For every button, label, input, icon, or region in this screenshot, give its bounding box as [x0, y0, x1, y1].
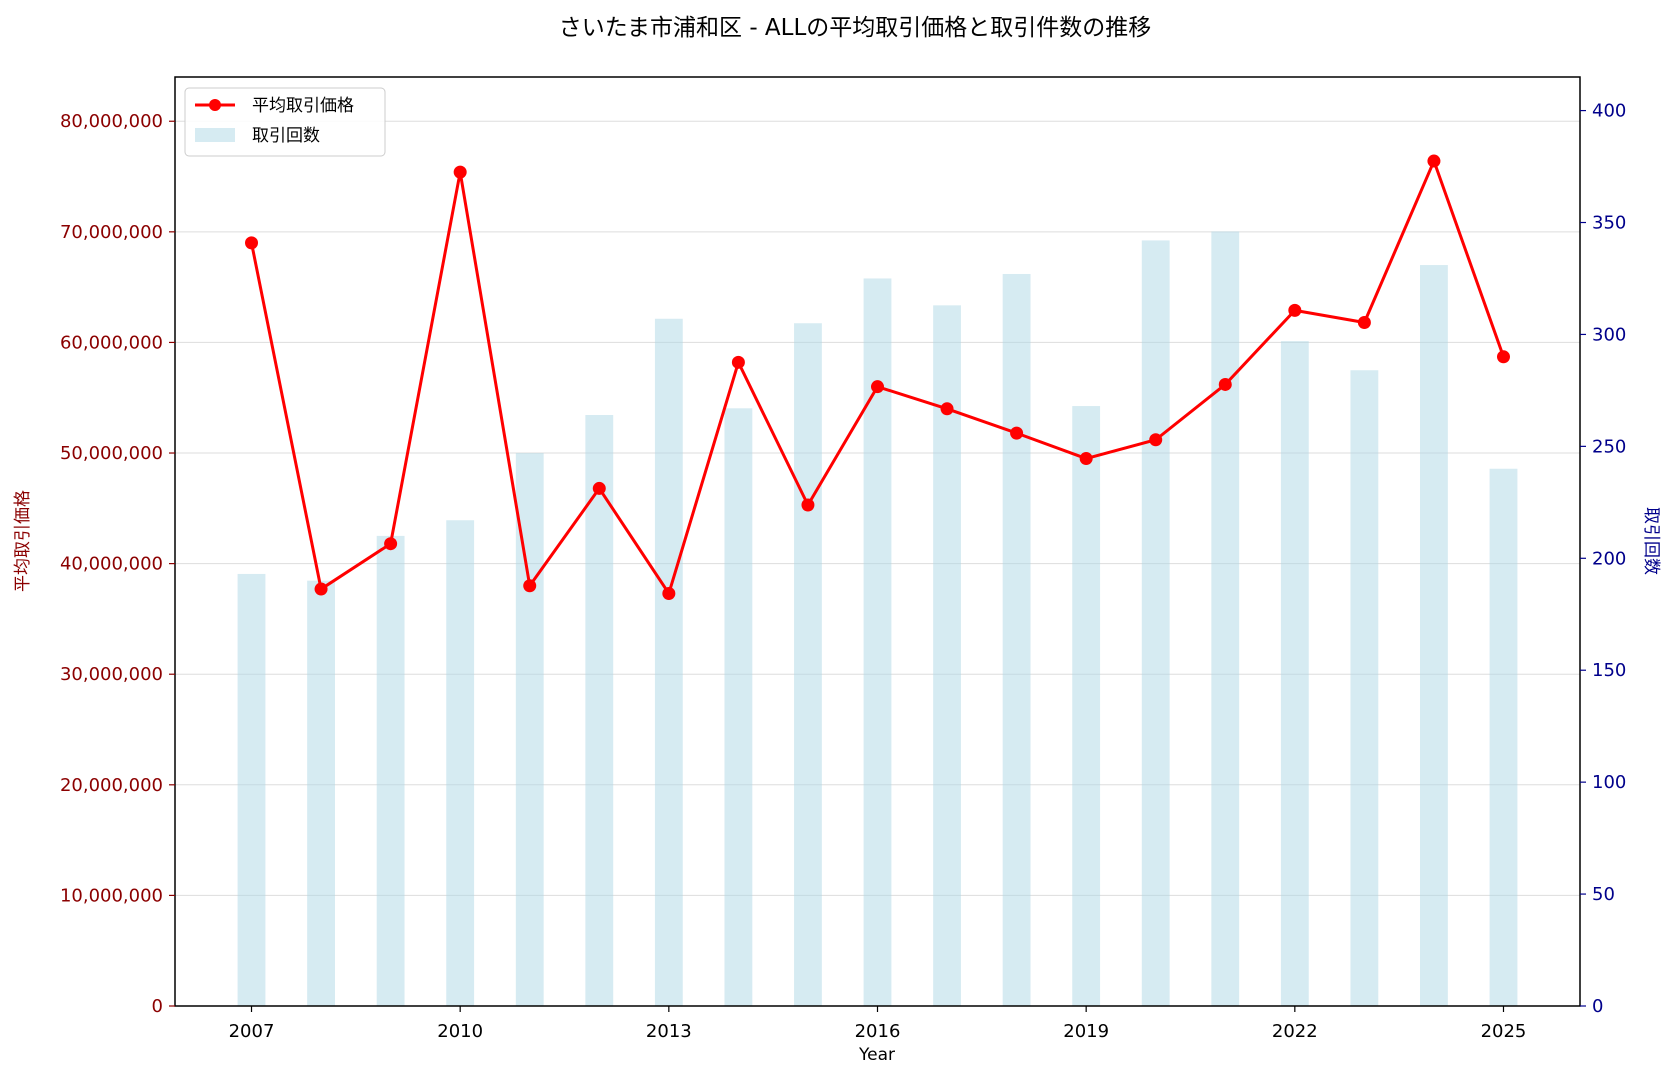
x-tick-label: 2007 [229, 1021, 275, 1042]
bar-2025 [1489, 468, 1518, 1007]
point-2020 [1149, 433, 1163, 447]
point-2016 [871, 380, 884, 394]
bar-2018 [1002, 273, 1031, 1006]
point-2015 [801, 498, 815, 512]
right-tick-label: 300 [1592, 324, 1626, 345]
point-2012 [592, 481, 606, 495]
x-tick-label: 2010 [437, 1021, 483, 1042]
x-axis-label: Year [858, 1045, 895, 1065]
bar-2007 [237, 573, 266, 1006]
line-series [245, 154, 1510, 600]
bar-2023 [1350, 370, 1379, 1006]
point-2008 [314, 582, 328, 596]
left-tick-label: 50,000,000 [60, 443, 163, 464]
legend-bar-swatch [195, 128, 235, 142]
bar-2009 [376, 535, 405, 1006]
point-2021 [1218, 377, 1232, 391]
point-2007 [245, 236, 259, 250]
bar-2014 [724, 408, 753, 1006]
right-axis-label: 取引回数 [1641, 507, 1661, 575]
bar-2022 [1280, 341, 1309, 1006]
bar-2010 [446, 520, 475, 1006]
legend-label-price: 平均取引価格 [252, 96, 354, 116]
left-axis-label: 平均取引価格 [13, 490, 33, 592]
point-2010 [453, 165, 467, 179]
legend-line-marker [209, 99, 221, 111]
bar-2021 [1211, 231, 1240, 1007]
right-tick-label: 350 [1592, 213, 1626, 234]
point-2011 [523, 579, 537, 593]
point-2009 [384, 537, 398, 551]
left-axis-ticks: 0 10,000,000 20,000,000 30,000,000 40,000,00… [60, 111, 175, 1017]
x-tick-label: 2019 [1063, 1021, 1109, 1042]
x-axis-ticks: 2007 2010 2013 2016 2019 2022 2025 [229, 1006, 1527, 1042]
left-tick-label: 40,000,000 [60, 554, 163, 575]
point-2025 [1496, 350, 1510, 364]
point-2013 [662, 586, 676, 600]
point-2017 [940, 402, 954, 416]
left-tick-label: 60,000,000 [60, 332, 163, 353]
bar-2017 [933, 305, 961, 1006]
bar-2024 [1420, 265, 1448, 1006]
right-tick-label: 200 [1592, 548, 1626, 569]
point-2014 [731, 355, 745, 369]
bar-2015 [794, 323, 822, 1006]
legend-label-count: 取引回数 [252, 126, 320, 146]
right-tick-label: 100 [1592, 772, 1626, 793]
legend: 平均取引価格 取引回数 [184, 87, 386, 157]
left-tick-label: 0 [152, 996, 163, 1017]
bar-2011 [515, 453, 544, 1006]
x-tick-label: 2022 [1272, 1021, 1318, 1042]
point-2023 [1357, 316, 1371, 330]
right-tick-label: 50 [1592, 884, 1615, 905]
point-2019 [1079, 452, 1093, 466]
bar-2013 [654, 318, 683, 1006]
left-tick-label: 20,000,000 [60, 775, 163, 796]
right-tick-label: 150 [1592, 660, 1626, 681]
right-axis-ticks: 0 50 100 150 200 250 300 350 400 [1580, 101, 1626, 1017]
right-tick-label: 400 [1592, 101, 1626, 122]
bar-2008 [307, 580, 335, 1006]
left-tick-label: 30,000,000 [60, 664, 163, 685]
right-tick-label: 0 [1592, 996, 1603, 1017]
x-tick-label: 2013 [646, 1021, 692, 1042]
bar-2019 [1072, 406, 1101, 1006]
point-2018 [1010, 426, 1024, 440]
left-tick-label: 80,000,000 [60, 111, 163, 132]
left-tick-label: 70,000,000 [60, 222, 163, 243]
x-tick-label: 2025 [1481, 1021, 1527, 1042]
bar-2020 [1141, 240, 1170, 1007]
x-tick-label: 2016 [855, 1021, 901, 1042]
chart-title: さいたま市浦和区 - ALLの平均取引価格と取引件数の推移 [559, 15, 1152, 41]
bar-2012 [585, 415, 614, 1006]
right-tick-label: 250 [1592, 436, 1626, 457]
point-2022 [1288, 303, 1302, 317]
point-2024 [1427, 154, 1441, 168]
bar-series [237, 231, 1518, 1007]
left-tick-label: 10,000,000 [60, 885, 163, 906]
